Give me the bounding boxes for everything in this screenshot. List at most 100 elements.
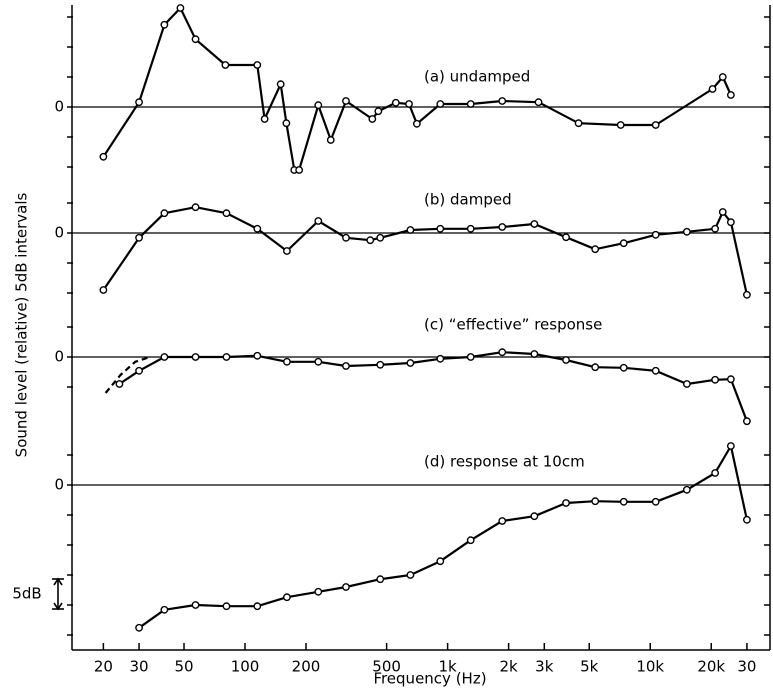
data-point [436, 224, 445, 233]
x-tick-label: 5k [580, 658, 599, 676]
data-point [619, 239, 628, 248]
data-point [191, 601, 200, 609]
data-point [222, 602, 231, 611]
data-point [498, 223, 507, 231]
x-tick-label: 10k [636, 658, 664, 676]
data-point [160, 209, 169, 218]
data-point [176, 4, 185, 12]
data-point [283, 357, 291, 366]
scale-bar [52, 577, 64, 611]
data-point [591, 497, 600, 506]
data-point [342, 583, 350, 591]
y-tick-label: 0 [54, 224, 64, 242]
x-tick-label: 3k [535, 658, 554, 676]
data-point [405, 100, 413, 108]
data-point [711, 469, 720, 477]
data-point [283, 247, 291, 255]
response-line [102, 6, 732, 171]
data-point [282, 119, 291, 128]
data-point [682, 380, 691, 388]
data-point [619, 497, 628, 506]
data-point [135, 233, 143, 242]
x-tick-label: 1k [439, 658, 458, 676]
data-point [436, 557, 445, 566]
y-tick-label: 0 [54, 476, 64, 494]
data-point [498, 348, 507, 357]
data-point [253, 61, 262, 69]
data-point [314, 101, 323, 110]
data-point [191, 35, 200, 44]
data-point [160, 353, 169, 361]
data-point [376, 575, 385, 584]
data-point [651, 121, 660, 129]
data-point [498, 517, 507, 525]
data-point [466, 224, 475, 233]
data-point [376, 360, 385, 369]
data-point [406, 359, 415, 367]
data-point [743, 290, 751, 299]
data-point [711, 224, 720, 233]
data-point [374, 107, 383, 116]
data-point [682, 227, 691, 236]
data-point [530, 512, 539, 521]
x-tick-label: 500 [372, 658, 401, 676]
data-point [376, 233, 385, 242]
data-point [135, 98, 143, 107]
data-point [314, 357, 323, 366]
data-point [276, 80, 285, 89]
data-point [726, 375, 735, 384]
data-point [726, 218, 735, 227]
panel-label: (d) response at 10cm [424, 453, 585, 471]
data-point [591, 245, 600, 254]
x-tick-label: 30 [130, 658, 149, 676]
data-point [406, 571, 415, 579]
data-point [530, 220, 539, 228]
data-point [253, 351, 262, 360]
data-point [718, 73, 727, 81]
data-point [726, 442, 735, 450]
data-point [222, 353, 231, 361]
x-tick-label: 50 [174, 658, 193, 676]
data-point [562, 233, 570, 242]
data-point [253, 224, 262, 233]
response-line [118, 351, 748, 422]
data-point [115, 380, 124, 388]
data-point [366, 236, 375, 245]
data-point [342, 362, 350, 370]
x-axis-label: Frequency (Hz) [373, 670, 486, 688]
x-tick-label: 20 [94, 658, 113, 676]
data-point [342, 233, 350, 242]
panel-label: (a) undamped [424, 68, 530, 86]
data-point [160, 605, 169, 614]
data-point [283, 593, 291, 602]
data-point [391, 98, 400, 107]
data-point [135, 366, 143, 375]
data-point [99, 286, 108, 294]
data-point [743, 515, 751, 524]
data-point [743, 417, 751, 426]
data-point [260, 115, 269, 123]
data-point [342, 97, 350, 105]
data-point [295, 166, 304, 174]
data-point [562, 499, 570, 507]
data-point [406, 226, 415, 234]
y-axis-label: Sound level (relative) 5dB intervals [13, 193, 31, 458]
y-tick-label: 0 [54, 348, 64, 366]
data-point [651, 366, 660, 375]
data-point [591, 363, 600, 372]
data-point [708, 85, 717, 93]
data-point [651, 497, 660, 506]
response-line [102, 206, 748, 296]
data-point [466, 100, 475, 108]
data-point [368, 115, 377, 123]
panel-label: (b) damped [424, 191, 512, 209]
data-point [466, 536, 475, 545]
data-point [314, 217, 323, 225]
data-point [314, 587, 323, 596]
scale-annotation: 5dB [12, 585, 41, 603]
data-point [191, 203, 200, 212]
data-point [711, 375, 720, 384]
x-tick-label: 100 [231, 658, 260, 676]
data-point [562, 356, 570, 364]
